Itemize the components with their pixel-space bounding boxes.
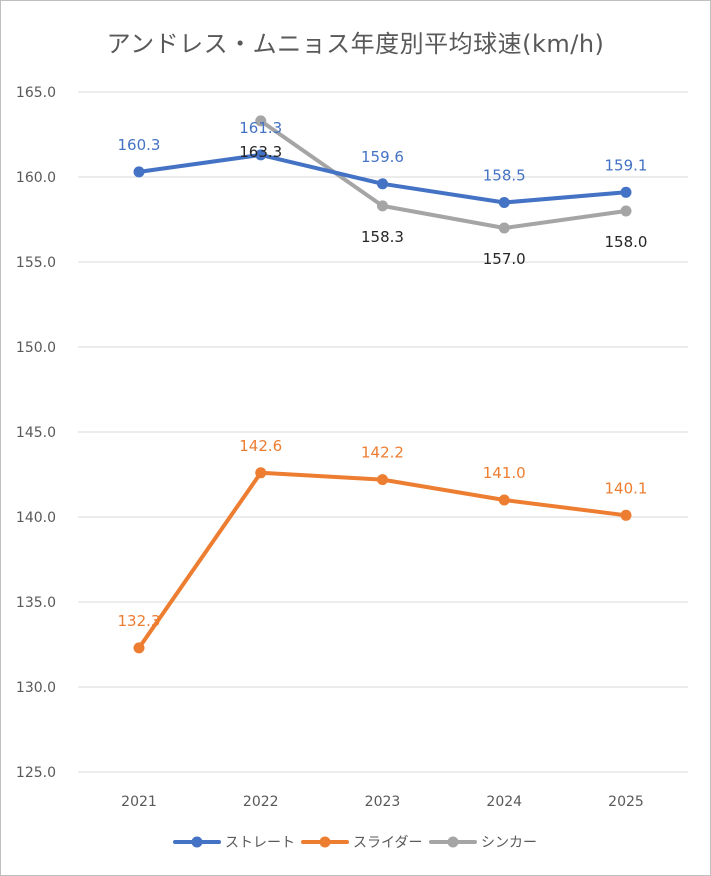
x-tick-label: 2025 [608,794,644,810]
x-tick-label: 2021 [121,794,157,810]
legend-label: ストレート [225,835,295,851]
y-tick-label: 160.0 [16,170,56,186]
x-tick-label: 2023 [365,794,401,810]
data-point [255,467,267,479]
series-line [258,118,628,230]
data-label: 132.3 [118,612,161,630]
y-tick-label: 150.0 [16,340,56,356]
legend-swatch-marker [319,836,331,848]
legend-label: スライダー [353,835,422,851]
chart-title: アンドレス・ムニョス年度別平均球速(km/h) [106,30,605,58]
legend-swatch-marker [447,836,459,848]
y-tick-label: 135.0 [16,595,56,611]
y-tick-label: 130.0 [16,680,56,696]
data-point [255,115,267,127]
data-label: 163.3 [239,143,282,161]
data-label: 159.1 [605,156,648,174]
series [133,115,632,654]
data-point [498,494,510,506]
x-tick-label: 2022 [243,794,279,810]
data-label: 157.0 [483,250,526,268]
data-point [377,200,388,212]
data-label: 141.0 [483,464,526,482]
data-label: 159.6 [361,148,404,166]
data-point [255,149,267,161]
data-point [133,642,145,654]
legend-swatch-marker [191,836,203,848]
gridlines [78,91,688,773]
series-line [137,470,628,650]
legend: ストレート スライダー シンカー [173,835,537,851]
y-tick-label: 155.0 [16,255,56,271]
axis-labels: 125.0 130.0 135.0 140.0 145.0 150.0 155.0 160.0… [16,85,644,810]
y-tick-label: 145.0 [16,425,56,441]
data-label: 140.1 [605,479,648,497]
data-label: 158.5 [483,167,526,185]
data-point [620,186,632,198]
y-tick-label: 125.0 [16,765,56,781]
data-label: 142.6 [239,437,282,455]
y-tick-label: 165.0 [16,85,56,101]
legend-label: シンカー [481,835,537,851]
data-label: 158.3 [361,228,404,246]
data-point [620,205,632,217]
data-point [377,178,388,190]
y-tick-label: 140.0 [16,510,56,526]
x-tick-label: 2024 [486,794,522,810]
data-label: 142.2 [361,444,404,462]
data-point [133,166,145,178]
data-point [620,509,632,521]
data-point [377,474,388,486]
data-label: 158.0 [605,233,648,251]
data-point [498,197,510,208]
data-label: 161.3 [239,119,282,137]
data-label: 160.3 [118,136,161,154]
data-point [498,222,510,234]
data-labels: 160.3 161.3 159.6 158.5 159.1 132.3 142.6 142.2… [118,119,648,630]
